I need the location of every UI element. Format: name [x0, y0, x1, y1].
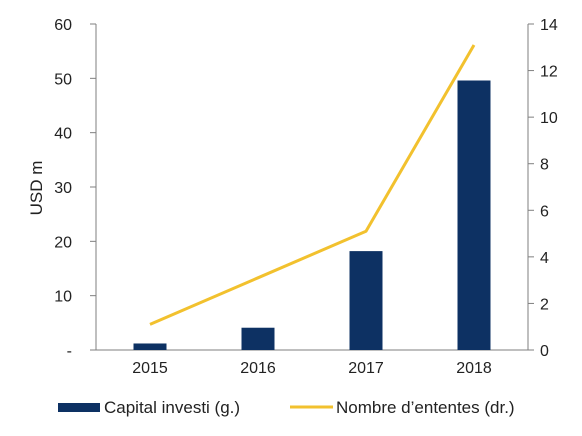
right-tick-label: 2 [540, 296, 549, 313]
left-tick-label: 50 [54, 71, 72, 88]
left-tick-label: 60 [54, 17, 72, 34]
y-axis-label: USD m [27, 161, 46, 216]
right-tick-label: 4 [540, 250, 549, 267]
right-tick-label: 12 [540, 64, 558, 81]
legend-line-label: Nombre d’ententes (dr.) [336, 398, 515, 417]
line-series [149, 44, 476, 326]
bar-series [133, 80, 491, 351]
right-tick-label: 8 [540, 157, 549, 174]
line-path [149, 44, 476, 326]
legend-bar-swatch [58, 403, 100, 412]
bar [133, 343, 167, 350]
right-tick-label: 10 [540, 110, 558, 127]
right-tick-label: 0 [540, 343, 549, 360]
left-tick-label: 10 [54, 289, 72, 306]
bar [457, 80, 491, 351]
tick-labels: - 10 20 30 40 50 60 0 2 4 6 8 10 12 14 2015 2016 2017 2018 [54, 17, 558, 377]
legend-bar-label: Capital investi (g.) [104, 398, 240, 417]
x-tick-label: 2016 [240, 360, 276, 377]
left-tick-label: 40 [54, 126, 72, 143]
right-tick-label: 14 [540, 17, 558, 34]
left-tick-label: - [67, 343, 72, 360]
x-tick-label: 2015 [132, 360, 168, 377]
bar [349, 251, 383, 350]
left-tick-label: 20 [54, 234, 72, 251]
legend: Capital investi (g.) Nombre d’ententes (… [58, 398, 515, 417]
axes [90, 23, 534, 351]
right-tick-label: 6 [540, 203, 549, 220]
left-tick-label: 30 [54, 180, 72, 197]
x-tick-label: 2018 [456, 360, 492, 377]
bar [241, 327, 275, 350]
x-tick-label: 2017 [348, 360, 384, 377]
